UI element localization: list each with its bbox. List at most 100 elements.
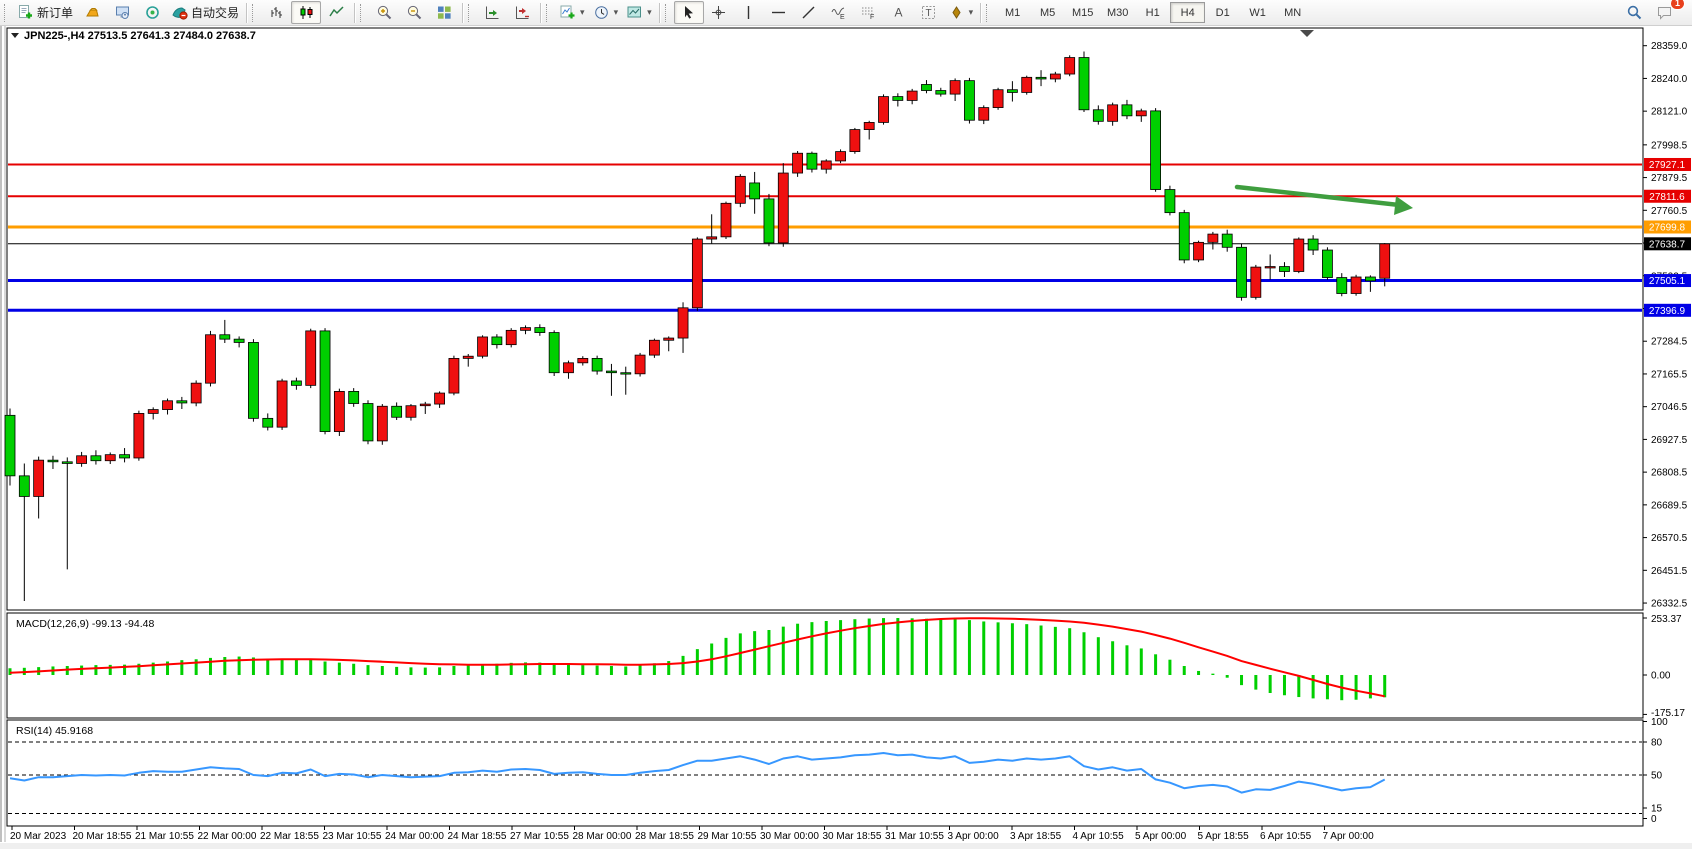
toolbar-grip xyxy=(664,3,671,22)
timeframe-button-M30[interactable]: M30 xyxy=(1106,6,1129,19)
candle xyxy=(1322,247,1333,280)
svg-text:A: A xyxy=(895,6,903,20)
timeframe-button-W1[interactable]: W1 xyxy=(1249,6,1266,19)
svg-text:MACD(12,26,9) -99.13 -94.48: MACD(12,26,9) -99.13 -94.48 xyxy=(16,618,154,630)
timeframe-button-M5[interactable]: M5 xyxy=(1040,6,1056,19)
svg-text:30 Mar 00:00: 30 Mar 00:00 xyxy=(760,831,819,842)
price-tag: 27699.8 xyxy=(1644,220,1691,234)
candle xyxy=(906,88,918,105)
timeframe-button-H4[interactable]: H4 xyxy=(1170,2,1206,23)
periods-button[interactable]: ▾ xyxy=(589,1,623,24)
candle xyxy=(1150,108,1161,192)
candle xyxy=(520,325,531,335)
crosshair-button[interactable] xyxy=(704,1,734,24)
search-button[interactable] xyxy=(1619,1,1649,24)
svg-text:0.00: 0.00 xyxy=(1651,671,1671,682)
zoom-in-button[interactable] xyxy=(369,1,399,24)
candle xyxy=(1064,55,1076,77)
tile-windows-button[interactable] xyxy=(429,1,459,24)
svg-text:27879.5: 27879.5 xyxy=(1651,173,1688,184)
indicators-button[interactable]: ▾ xyxy=(555,1,589,24)
price-axis-tick: 27165.5 xyxy=(1643,369,1688,380)
timeframe-button-M15[interactable]: M15 xyxy=(1071,6,1094,19)
candle xyxy=(276,378,288,430)
candle xyxy=(1221,229,1233,252)
svg-text:31 Mar 10:55: 31 Mar 10:55 xyxy=(885,831,944,842)
timeframe-button-D1[interactable]: D1 xyxy=(1215,6,1230,19)
timeframe-button-MN[interactable]: MN xyxy=(1284,6,1302,19)
svg-text:27699.8: 27699.8 xyxy=(1649,223,1686,234)
signal-icon xyxy=(144,4,161,21)
candle xyxy=(147,407,159,420)
vertical-line-icon xyxy=(740,4,757,21)
dropdown-caret: ▾ xyxy=(647,7,652,17)
channel-wave-icon: E xyxy=(830,4,847,21)
shapes-button[interactable]: ▾ xyxy=(944,1,978,24)
svg-text:5 Apr 00:00: 5 Apr 00:00 xyxy=(1135,831,1187,842)
cursor-button[interactable] xyxy=(673,1,704,24)
horizontal-line-button[interactable] xyxy=(764,1,794,24)
new-order-button[interactable]: 新订单 xyxy=(13,1,77,24)
candle xyxy=(964,77,975,124)
svg-text:0: 0 xyxy=(1651,814,1657,825)
fibonacci-button[interactable]: F xyxy=(854,1,884,24)
candle xyxy=(677,302,689,353)
timeframe-button-M1[interactable]: M1 xyxy=(1005,6,1021,19)
svg-text:27 Mar 10:55: 27 Mar 10:55 xyxy=(510,831,569,842)
price-axis-tick: 27046.5 xyxy=(1643,402,1688,413)
timeframe-button-H1[interactable]: H1 xyxy=(1145,6,1160,19)
svg-text:15: 15 xyxy=(1651,804,1663,815)
gold-icon xyxy=(84,4,101,21)
svg-text:24 Mar 00:00: 24 Mar 00:00 xyxy=(385,831,444,842)
candle xyxy=(992,87,1004,110)
chat-icon xyxy=(1656,4,1673,21)
svg-text:28 Mar 18:55: 28 Mar 18:55 xyxy=(635,831,694,842)
time-axis: 20 Mar 2023 20 Mar 18:55 21 Mar 10:55 22 Ma… xyxy=(10,826,1374,842)
candle xyxy=(606,363,617,396)
crosshair-icon xyxy=(710,4,727,21)
candlestick-chart-button[interactable] xyxy=(291,1,322,24)
dropdown-caret: ▾ xyxy=(580,7,585,17)
equidistant-channel-button[interactable]: E xyxy=(824,1,854,24)
candle xyxy=(1379,243,1391,287)
candlestick-chart-icon xyxy=(298,4,315,21)
auto-scroll-icon xyxy=(484,4,501,21)
candle xyxy=(663,336,675,352)
svg-text:F: F xyxy=(870,14,874,21)
svg-text:6 Apr 10:55: 6 Apr 10:55 xyxy=(1260,831,1312,842)
price-chart-canvas[interactable]: JPN225-,H4 27513.5 27641.3 27484.0 27638… xyxy=(0,26,1692,849)
price-axis-tick: 26332.5 xyxy=(1643,599,1688,610)
line-chart-button[interactable] xyxy=(321,1,351,24)
candle xyxy=(577,356,589,366)
toolbar-separator xyxy=(462,2,465,23)
auto-trading-button[interactable]: 自动交易 xyxy=(167,1,243,24)
svg-text:100: 100 xyxy=(1651,717,1668,728)
bar-chart-button[interactable] xyxy=(261,1,291,24)
candle xyxy=(634,352,646,377)
svg-text:27638.7: 27638.7 xyxy=(1649,239,1686,250)
svg-text:23 Mar 10:55: 23 Mar 10:55 xyxy=(323,831,382,842)
chart-shift-button[interactable] xyxy=(507,1,537,24)
text-button[interactable]: A xyxy=(884,1,914,24)
market-watch-button[interactable] xyxy=(77,1,107,24)
toolbar-separator xyxy=(980,2,983,23)
vertical-line-button[interactable] xyxy=(734,1,764,24)
svg-text:RSI(14) 45.9168: RSI(14) 45.9168 xyxy=(16,725,93,737)
notifications-button[interactable]: 1 xyxy=(1649,0,1685,24)
auto-scroll-button[interactable] xyxy=(477,1,507,24)
svg-text:28121.0: 28121.0 xyxy=(1651,107,1688,118)
chart-shift-icon xyxy=(514,4,531,21)
candle xyxy=(1193,240,1204,263)
terminal-button[interactable] xyxy=(107,1,137,24)
templates-button[interactable]: ▾ xyxy=(622,1,656,24)
trendline-button[interactable] xyxy=(794,1,824,24)
template-icon xyxy=(626,4,643,21)
price-axis-tick: 27760.5 xyxy=(1643,206,1688,217)
candle xyxy=(18,463,30,601)
signal-button[interactable] xyxy=(137,1,167,24)
text-label-button[interactable]: T xyxy=(914,1,944,24)
trend-arrow[interactable] xyxy=(1234,184,1413,215)
zoom-out-button[interactable] xyxy=(399,1,429,24)
fibonacci-icon: F xyxy=(860,4,877,21)
svg-text:253.37: 253.37 xyxy=(1651,614,1682,625)
